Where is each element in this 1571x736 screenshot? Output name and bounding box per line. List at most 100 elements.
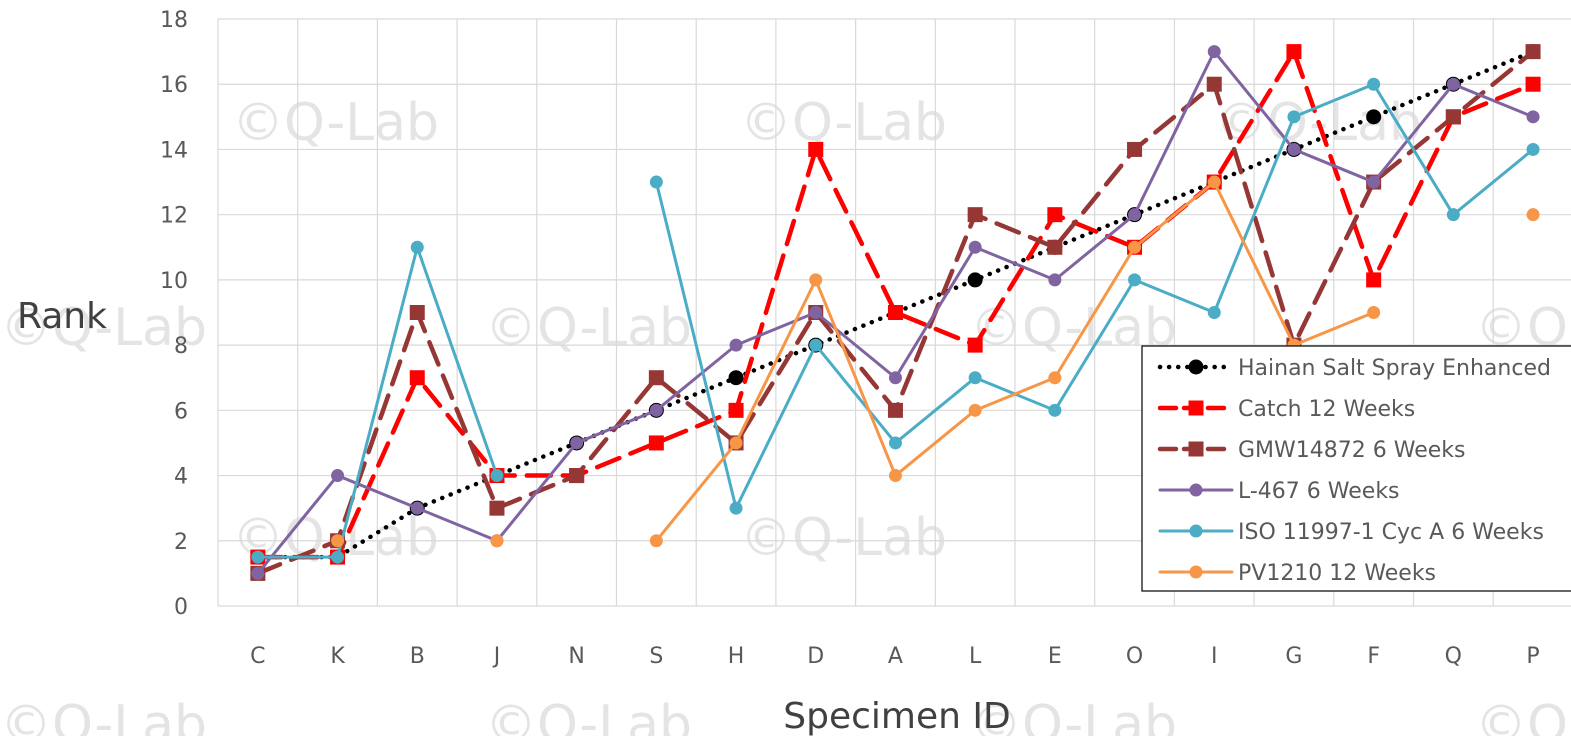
y-tick-label: 12: [160, 204, 188, 229]
data-point: [1287, 110, 1301, 124]
legend-item: Hainan Salt Spray Enhanced: [1157, 356, 1551, 381]
data-point: [1367, 175, 1381, 189]
data-point: [1367, 77, 1381, 91]
x-tick-label: A: [888, 644, 903, 669]
data-point: [1526, 110, 1540, 124]
watermark-text: ©Q-Lab: [970, 695, 1177, 736]
data-point: [1188, 359, 1204, 375]
data-point: [331, 469, 345, 483]
y-tick-labels: 0 2 4 6 8 10 12 14 16 18: [160, 8, 188, 620]
series-line: [654, 180, 1376, 543]
data-point: [1207, 45, 1221, 59]
y-tick-label: 10: [160, 269, 188, 294]
legend-label: GMW14872 6 Weeks: [1238, 438, 1466, 463]
data-point: [728, 402, 744, 418]
legend: Hainan Salt Spray Enhanced Catch 12 Weeks…: [1141, 345, 1571, 592]
x-tick-label: D: [807, 644, 824, 669]
data-point: [490, 534, 504, 548]
data-point: [1048, 273, 1062, 287]
data-point: [729, 501, 743, 515]
data-point: [1188, 441, 1204, 457]
y-tick-label: 6: [174, 399, 188, 424]
data-point: [808, 141, 824, 157]
data-point: [968, 240, 982, 254]
data-point: [251, 566, 265, 580]
data-point: [570, 436, 584, 450]
data-point: [888, 436, 902, 450]
data-point: [967, 207, 983, 223]
data-point: [809, 338, 823, 352]
data-point: [331, 550, 345, 564]
watermark-text: ©Q-Lab: [1475, 695, 1571, 736]
data-point: [1048, 371, 1062, 385]
data-point: [251, 550, 265, 564]
x-tick-label: P: [1526, 644, 1539, 669]
x-tick-label: G: [1285, 644, 1302, 669]
data-point: [887, 402, 903, 418]
x-tick-label: B: [410, 644, 425, 669]
data-point: [809, 306, 823, 319]
watermark-text: ©Q-Lab: [740, 93, 947, 153]
data-point: [331, 534, 345, 548]
x-axis-title: Specimen ID: [783, 696, 1010, 736]
data-point: [1189, 483, 1203, 497]
data-point: [1127, 141, 1143, 157]
data-point: [490, 469, 504, 483]
data-point: [569, 468, 585, 484]
y-tick-label: 8: [174, 334, 188, 359]
legend-label: Catch 12 Weeks: [1238, 397, 1415, 422]
data-point: [1446, 208, 1460, 222]
legend-label: L-467 6 Weeks: [1238, 479, 1400, 504]
data-point: [409, 305, 425, 320]
data-point: [1189, 524, 1203, 538]
x-tick-label: C: [250, 644, 265, 669]
series-3: [251, 45, 1540, 580]
data-point: [649, 534, 663, 548]
series-line: [654, 82, 1535, 510]
data-point: [1207, 306, 1221, 319]
data-point: [649, 403, 663, 417]
data-point: [1128, 240, 1142, 254]
data-point: [1047, 239, 1063, 255]
watermark-text: ©Q-Lab: [0, 298, 207, 358]
watermark-text: ©Q-Lab: [0, 695, 207, 736]
legend-label: PV1210 12 Weeks: [1238, 561, 1436, 586]
data-point: [967, 272, 983, 288]
data-point: [648, 370, 664, 386]
watermark-text: ©Q-Lab: [232, 93, 439, 153]
x-tick-label: E: [1048, 644, 1062, 669]
x-tick-label: N: [568, 644, 584, 669]
data-point: [648, 435, 664, 451]
data-point: [968, 371, 982, 385]
x-tick-label: O: [1126, 644, 1143, 669]
x-tick-label: S: [649, 644, 663, 669]
y-tick-label: 0: [174, 595, 188, 620]
data-point: [809, 273, 823, 287]
legend-item: ISO 11997-1 Cyc A 6 Weeks: [1158, 520, 1544, 545]
series-4: [251, 77, 1540, 564]
x-tick-label: H: [728, 644, 745, 669]
data-point: [649, 175, 663, 189]
data-point: [410, 501, 424, 515]
data-point: [409, 370, 425, 386]
data-point: [1526, 142, 1540, 156]
data-point: [1367, 306, 1381, 319]
data-point: [1128, 208, 1142, 222]
data-point: [729, 436, 743, 450]
data-point: [1366, 109, 1382, 125]
data-point: [1446, 77, 1460, 91]
series-line: [256, 245, 499, 559]
data-point: [410, 240, 424, 254]
x-tick-label: L: [969, 644, 982, 669]
data-point: [1189, 565, 1203, 579]
data-point: [1206, 76, 1222, 92]
y-axis-title: Rank: [17, 296, 107, 337]
data-point: [1445, 109, 1461, 125]
watermark-text: ©Q-Lab: [485, 298, 692, 358]
x-tick-label: F: [1367, 644, 1380, 669]
data-point: [1188, 400, 1204, 416]
legend-label: Hainan Salt Spray Enhanced: [1238, 356, 1551, 381]
data-point: [1286, 44, 1302, 60]
data-point: [489, 500, 505, 516]
